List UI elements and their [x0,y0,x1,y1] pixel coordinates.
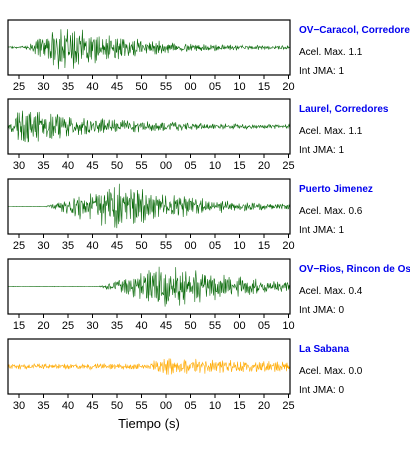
panel-frame [7,98,291,155]
x-tick-label: 20 [282,240,294,252]
x-tick-label: 15 [258,240,270,252]
waveform-trace [7,183,291,229]
x-tick-label: 00 [184,240,196,252]
x-tick-label: 45 [86,160,98,172]
max-acceleration: Acel. Max. 0.0 [299,366,363,377]
x-tick-label: 25 [13,81,25,93]
max-acceleration: Acel. Max. 1.1 [299,47,363,58]
x-tick-label: 50 [135,240,147,252]
jma-intensity: Int JMA: 0 [299,305,344,316]
station-name: La Sabana [299,344,349,355]
x-tick-label: 55 [209,320,221,332]
x-tick-label: 10 [233,240,245,252]
x-tick-label: 15 [258,81,270,93]
x-tick-label: 45 [111,81,123,93]
x-tick-label: 30 [37,240,49,252]
x-tick-label: 50 [184,320,196,332]
x-tick-label: 10 [209,400,221,412]
x-tick-label: 50 [135,81,147,93]
x-tick-label: 35 [111,320,123,332]
jma-intensity: Int JMA: 1 [299,66,344,77]
x-tick-label: 00 [184,81,196,93]
x-tick-label: 05 [209,240,221,252]
x-tick-label: 30 [13,160,25,172]
station-panel: 30 35 40 45 50 55 00 05 10 15 20 25 La Sabana Acel. M… [7,338,363,412]
waveform-trace [7,29,291,70]
x-tick-label: 05 [184,400,196,412]
max-acceleration: Acel. Max. 1.1 [299,126,363,137]
x-tick-label: 40 [62,400,74,412]
x-tick-label: 40 [86,81,98,93]
waveform-trace [7,266,291,307]
x-tick-label: 30 [37,81,49,93]
max-acceleration: Acel. Max. 0.4 [299,286,363,297]
station-panel: 15 20 25 30 35 40 45 50 55 00 05 10 OV−Rios, Rincon … [7,258,410,332]
x-tick-label: 05 [184,160,196,172]
panel-frame [7,338,291,395]
jma-intensity: Int JMA: 1 [299,145,344,156]
x-tick-label: 00 [160,160,172,172]
x-tick-label: 20 [258,400,270,412]
station-name: Laurel, Corredores [299,104,389,115]
x-tick-label: 55 [135,400,147,412]
panel-frame [7,258,291,315]
x-tick-label: 40 [135,320,147,332]
panel-frame [7,19,291,76]
x-tick-label: 20 [282,81,294,93]
waveform-trace [7,358,291,375]
x-tick-label: 20 [258,160,270,172]
x-tick-label: 25 [282,400,294,412]
x-tick-label: 05 [258,320,270,332]
x-tick-label: 25 [62,320,74,332]
x-tick-label: 15 [233,160,245,172]
x-tick-label: 10 [209,160,221,172]
x-tick-label: 35 [37,160,49,172]
station-panel: 25 30 35 40 45 50 55 00 05 10 15 20 OV−Caracol, Corr… [7,19,410,93]
x-tick-label: 40 [62,160,74,172]
x-tick-label: 00 [160,400,172,412]
station-name: OV−Rios, Rincon de Os [299,264,410,275]
x-tick-label: 35 [62,240,74,252]
x-tick-label: 10 [282,320,294,332]
x-tick-label: 35 [62,81,74,93]
seismogram-panels: 25 30 35 40 45 50 55 00 05 10 15 20 OV−Caracol, Corr… [7,19,410,412]
x-tick-label: 45 [111,240,123,252]
x-tick-label: 20 [37,320,49,332]
x-tick-label: 05 [209,81,221,93]
x-tick-label: 45 [160,320,172,332]
x-tick-label: 15 [13,320,25,332]
station-panel: 25 30 35 40 45 50 55 00 05 10 15 20 Puerto Jimenez Ac… [7,178,373,252]
x-tick-label: 55 [160,81,172,93]
station-name: OV−Caracol, Corredores [299,25,410,36]
x-tick-label: 50 [111,160,123,172]
panel-frame [7,178,291,235]
x-tick-label: 10 [233,81,245,93]
x-axis-title: Tiempo (s) [118,416,180,431]
station-name: Puerto Jimenez [299,184,373,195]
x-tick-label: 55 [135,160,147,172]
x-tick-label: 35 [37,400,49,412]
x-tick-label: 30 [13,400,25,412]
x-tick-label: 55 [160,240,172,252]
x-tick-label: 00 [233,320,245,332]
x-tick-label: 15 [233,400,245,412]
x-tick-label: 50 [111,400,123,412]
jma-intensity: Int JMA: 1 [299,225,344,236]
x-tick-label: 30 [86,320,98,332]
max-acceleration: Acel. Max. 0.6 [299,206,363,217]
jma-intensity: Int JMA: 0 [299,385,344,396]
station-panel: 30 35 40 45 50 55 00 05 10 15 20 25 Laurel, Corredor… [7,98,389,172]
x-tick-label: 45 [86,400,98,412]
x-tick-label: 40 [86,240,98,252]
waveform-trace [7,110,291,143]
x-tick-label: 25 [13,240,25,252]
x-tick-label: 25 [282,160,294,172]
